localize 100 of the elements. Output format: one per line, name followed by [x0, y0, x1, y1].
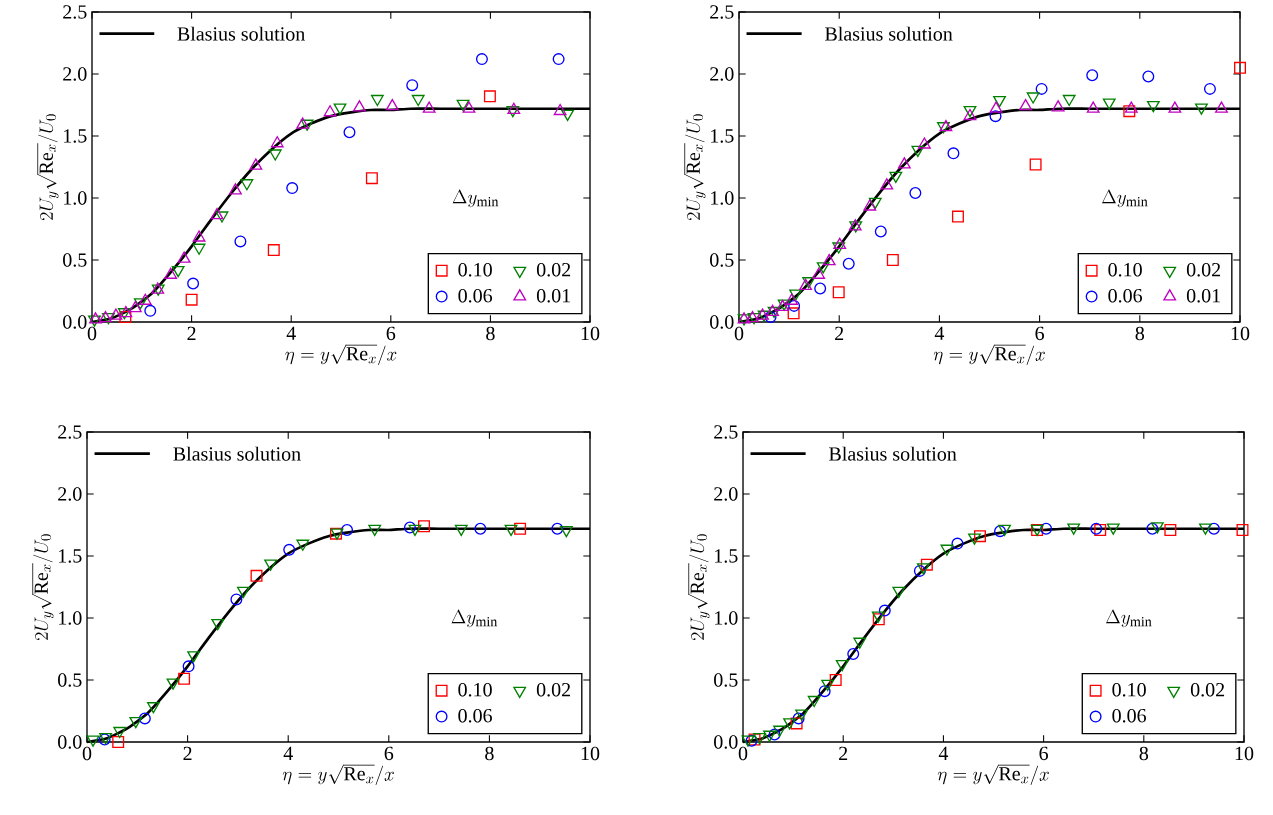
- point: [144, 304, 157, 317]
- point: [456, 99, 470, 112]
- y-tick-label: 2.5: [58, 425, 82, 439]
- y-tick-label: 0.0: [710, 315, 734, 329]
- point: [1150, 522, 1164, 534]
- point: [507, 102, 521, 114]
- point: [411, 94, 425, 107]
- point: [741, 735, 755, 747]
- point: [789, 289, 803, 301]
- x-tick-label: 8: [1139, 746, 1149, 761]
- y-tick-label: 2.5: [714, 425, 738, 439]
- legend-title: $\Delta y_\mathrm{min}$: [452, 189, 499, 208]
- y-tick-label: 0.5: [710, 253, 734, 267]
- legend-label: Blasius solution: [825, 26, 953, 41]
- point: [913, 564, 926, 577]
- point: [551, 522, 564, 535]
- point: [86, 735, 100, 747]
- point: [177, 251, 191, 263]
- point: [138, 712, 151, 725]
- x-tick-label: 2: [183, 746, 192, 760]
- point: [552, 53, 565, 66]
- legend-label: 0.06: [1108, 288, 1143, 303]
- y-tick-label: 0.5: [63, 253, 87, 267]
- legend-label: 0.06: [458, 708, 492, 723]
- point: [192, 230, 206, 242]
- legend-label: 0.02: [536, 262, 571, 277]
- point: [138, 293, 152, 305]
- point: [909, 187, 922, 200]
- x-axis-title: $\eta = y\sqrt{\mathrm{Re}_x}/x$: [285, 344, 397, 366]
- point: [833, 237, 847, 250]
- point: [268, 149, 282, 161]
- point: [968, 533, 981, 545]
- point: [916, 563, 930, 575]
- point: [164, 267, 178, 279]
- x-tick-label: 0: [87, 326, 97, 341]
- point: [504, 524, 518, 537]
- point: [1236, 523, 1249, 536]
- point: [187, 277, 200, 290]
- legend-label: 0.02: [1186, 262, 1221, 277]
- point: [863, 199, 877, 211]
- legend-label: 0.10: [458, 682, 492, 697]
- point: [370, 94, 384, 107]
- x-tick-label: 0: [82, 746, 92, 761]
- point: [835, 659, 849, 672]
- legend-label: 0.10: [458, 262, 492, 277]
- point: [506, 105, 520, 118]
- point: [788, 299, 801, 312]
- point: [989, 110, 1002, 123]
- point: [812, 267, 826, 279]
- point: [878, 604, 891, 617]
- point: [1215, 101, 1228, 113]
- point: [829, 674, 842, 686]
- y-tick-label: 1.5: [59, 549, 82, 563]
- y-tick-label: 2.0: [58, 487, 82, 501]
- x-tick-label: 4: [938, 746, 949, 760]
- point: [422, 101, 436, 113]
- point: [264, 559, 278, 571]
- point: [1035, 82, 1048, 95]
- point: [1124, 101, 1138, 113]
- x-tick-label: 2: [187, 326, 196, 340]
- x-tick-label: 6: [1035, 326, 1045, 341]
- point: [847, 647, 860, 660]
- point: [951, 537, 964, 550]
- point: [1198, 523, 1212, 535]
- point: [792, 712, 805, 725]
- point: [483, 90, 496, 103]
- point: [112, 736, 125, 748]
- point: [1067, 523, 1081, 535]
- point: [951, 210, 964, 223]
- point: [973, 530, 986, 543]
- point: [1040, 522, 1053, 535]
- point: [1168, 101, 1182, 113]
- y-tick-label: 2.5: [63, 5, 87, 19]
- point: [119, 311, 132, 324]
- x-tick-label: 8: [1135, 326, 1145, 341]
- point: [182, 660, 195, 673]
- point: [1086, 101, 1100, 113]
- y-tick-label: 1.5: [715, 549, 738, 563]
- point: [553, 103, 567, 116]
- point: [178, 672, 191, 685]
- y-tick-label: 1.5: [711, 129, 734, 143]
- point: [785, 293, 799, 305]
- y-axis-title: $2U_y\sqrt{\mathrm{Re}_x}/U_0$: [37, 114, 59, 220]
- legend-label: 0.10: [1112, 682, 1146, 697]
- point: [230, 593, 243, 606]
- point: [408, 524, 422, 537]
- point: [113, 726, 127, 739]
- point: [1142, 70, 1155, 83]
- point: [561, 109, 575, 122]
- legend-label: Blasius solution: [829, 446, 957, 461]
- point: [166, 678, 180, 690]
- point: [1094, 523, 1107, 536]
- legend-label: Blasius solution: [173, 446, 301, 461]
- point: [210, 208, 224, 220]
- point: [768, 728, 781, 741]
- point: [790, 717, 803, 730]
- legend-label: Blasius solution: [177, 26, 305, 41]
- point: [994, 525, 1007, 538]
- x-axis-title: $\eta = y\sqrt{\mathrm{Re}_x}/x$: [282, 764, 394, 786]
- x-tick-label: 6: [1039, 746, 1049, 761]
